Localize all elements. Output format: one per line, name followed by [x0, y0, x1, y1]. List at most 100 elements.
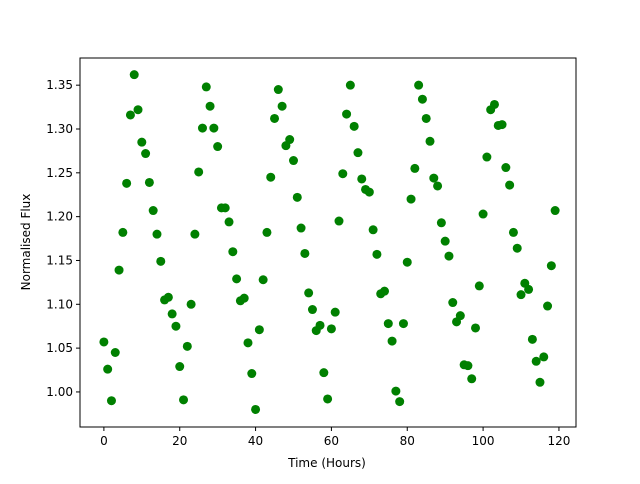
point: [330, 307, 340, 317]
point: [524, 284, 534, 294]
y-tick-label: 1.15: [46, 253, 73, 267]
point: [205, 101, 215, 111]
point: [535, 377, 545, 387]
point: [505, 180, 515, 190]
point: [395, 397, 405, 407]
point: [383, 319, 393, 329]
point: [391, 386, 401, 396]
point: [224, 217, 234, 227]
point: [251, 404, 261, 414]
point: [387, 336, 397, 346]
point: [270, 113, 280, 123]
x-axis-label: Time (Hours): [287, 456, 366, 470]
point: [133, 105, 143, 115]
point: [550, 206, 560, 216]
point: [307, 305, 317, 315]
point: [220, 203, 230, 213]
point: [144, 177, 154, 187]
point: [527, 334, 537, 344]
point: [448, 298, 458, 308]
point: [357, 174, 367, 184]
point: [410, 163, 420, 173]
point: [440, 236, 450, 246]
point: [489, 99, 499, 109]
point: [467, 374, 477, 384]
point: [323, 394, 333, 404]
point: [110, 347, 120, 357]
point: [342, 109, 352, 119]
point: [508, 227, 518, 237]
point: [247, 369, 257, 379]
point: [277, 101, 287, 111]
y-tick-label: 1.20: [46, 210, 73, 224]
y-tick-label: 1.05: [46, 341, 73, 355]
point: [478, 209, 488, 219]
point: [122, 178, 132, 188]
point: [326, 324, 336, 334]
point: [273, 85, 283, 95]
x-tick-label: 0: [100, 434, 108, 448]
point: [353, 148, 363, 158]
point: [417, 94, 427, 104]
point: [186, 299, 196, 309]
y-tick-label: 1.10: [46, 297, 73, 311]
point: [254, 325, 264, 335]
point: [338, 169, 348, 179]
point: [315, 320, 325, 330]
point: [372, 249, 382, 259]
point: [118, 227, 128, 237]
x-tick-label: 20: [172, 434, 187, 448]
x-tick-label: 60: [324, 434, 339, 448]
point: [141, 149, 151, 159]
point: [152, 229, 162, 239]
point: [368, 225, 378, 235]
point: [163, 292, 173, 302]
point: [125, 110, 135, 120]
point: [436, 218, 446, 228]
point: [171, 321, 181, 331]
point: [414, 80, 424, 90]
point: [539, 352, 549, 362]
point: [546, 261, 556, 271]
y-tick-label: 1.35: [46, 78, 73, 92]
point: [543, 301, 553, 311]
point: [243, 338, 253, 348]
point: [474, 281, 484, 291]
point: [228, 247, 238, 257]
point: [455, 311, 465, 321]
point: [99, 337, 109, 347]
point: [114, 265, 124, 275]
point: [345, 80, 355, 90]
y-tick-label: 1.30: [46, 122, 73, 136]
point: [190, 229, 200, 239]
point: [232, 274, 242, 284]
point: [497, 120, 507, 130]
point: [175, 362, 185, 372]
point: [349, 121, 359, 131]
point: [288, 156, 298, 166]
point: [156, 256, 166, 266]
x-tick-label: 80: [400, 434, 415, 448]
point: [137, 137, 147, 147]
point: [463, 361, 473, 371]
y-tick-label: 1.00: [46, 385, 73, 399]
point: [106, 396, 116, 406]
point: [444, 251, 454, 261]
point: [512, 243, 522, 253]
point: [406, 194, 416, 204]
point: [429, 173, 439, 183]
point: [398, 319, 408, 329]
point: [300, 248, 310, 258]
point: [364, 187, 374, 197]
x-tick-label: 120: [547, 434, 570, 448]
point: [433, 181, 443, 191]
point: [179, 395, 189, 405]
y-axis-label: Normalised Flux: [19, 194, 33, 291]
point: [182, 341, 192, 351]
x-tick-label: 40: [248, 434, 263, 448]
point: [266, 172, 276, 182]
point: [129, 70, 139, 80]
point: [421, 113, 431, 123]
point: [531, 356, 541, 366]
